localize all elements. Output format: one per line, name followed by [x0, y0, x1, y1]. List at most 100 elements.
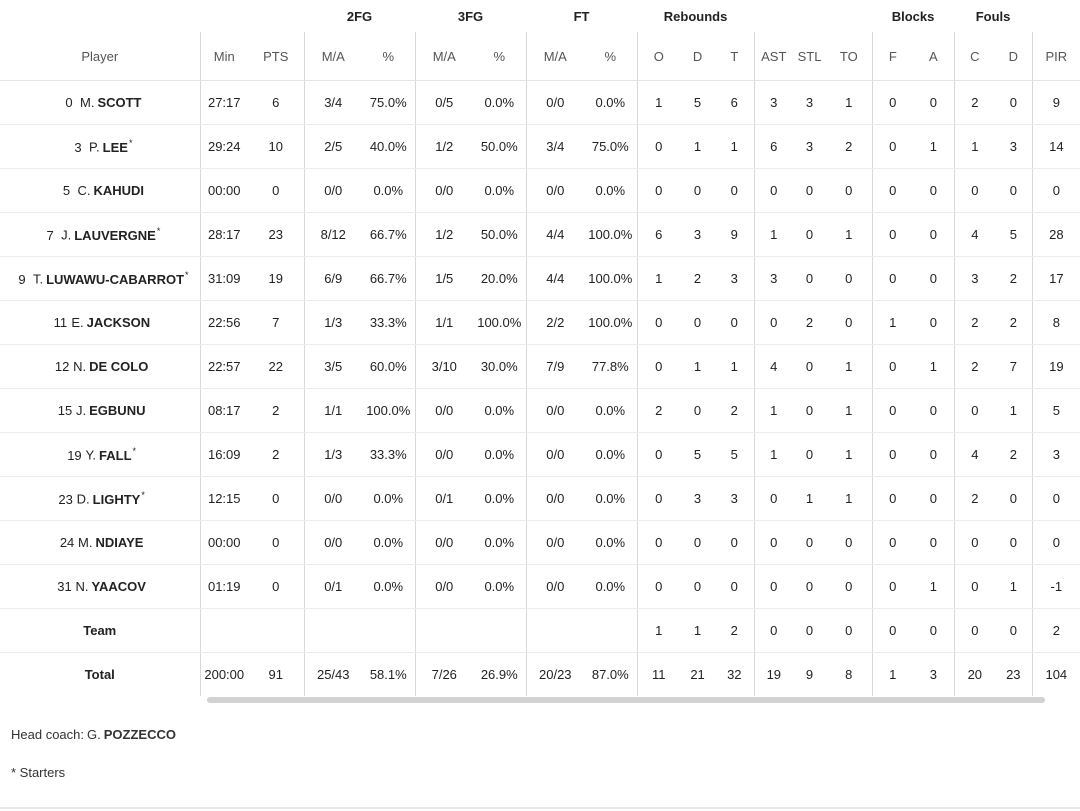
stat-cell — [414, 608, 474, 653]
player-row[interactable]: 24 M. NDIAYE 00:00 0 0/0 0.0% 0/0 0.0% 0/0 0.0% 0 0 0… — [0, 520, 1080, 565]
player-name-link[interactable]: LUWAWU-CABARROT — [46, 271, 185, 287]
column-header: F — [871, 32, 914, 81]
stat-cell: 19 — [753, 652, 794, 696]
player-name-link[interactable]: DE COLO — [89, 359, 149, 374]
stat-cell: 3 — [715, 256, 755, 301]
stat-cell: 0 — [871, 80, 914, 125]
head-coach-initial: G. — [87, 727, 101, 742]
player-cell[interactable]: 24 M. NDIAYE — [0, 520, 200, 565]
column-header-row: Player Min PTS M/A% M/A% M/A% O D T AST STL TO F A C D P… — [0, 32, 1080, 81]
stat-cell: 0 — [913, 388, 955, 433]
stat-cell: 0 — [913, 476, 955, 521]
player-row[interactable]: 15 J. EGBUNU 08:17 2 1/1 100.0% 0/0 0.0% 0/0 0.0% 2… — [0, 388, 1080, 433]
stat-cell: 0.0% — [584, 80, 638, 125]
player-cell[interactable]: 3 P. LEE* — [0, 124, 200, 169]
player-name-link[interactable]: LIGHTY — [92, 491, 141, 507]
player-cell[interactable]: 12 N. DE COLO — [0, 344, 200, 389]
player-row[interactable]: 9 T. LUWAWU-CABARROT* 31:09 19 6/9 66.7% 1/5 20.… — [0, 256, 1080, 301]
stat-cell: 0 — [636, 564, 681, 609]
stat-cell: 7 — [248, 300, 304, 345]
stat-cell: 32 — [727, 667, 742, 682]
box-score-table: 2FG 3FG FT Rebounds Blocks Fouls Player M… — [0, 8, 1080, 696]
box-score-table-container[interactable]: 2FG 3FG FT Rebounds Blocks Fouls Player M… — [0, 0, 1080, 696]
player-row[interactable]: 7 J. LAUVERGNE* 28:17 23 8/12 66.7% 1/2 50.0% 4/4… — [0, 212, 1080, 257]
player-name-link[interactable]: LEE — [102, 139, 128, 155]
stat-cell: 0/0 — [303, 476, 362, 521]
player-number: 0 — [65, 95, 73, 110]
player-initial: M. — [78, 535, 93, 550]
stat-cell: 0 — [871, 432, 914, 477]
player-cell[interactable]: 0 M. SCOTT — [0, 80, 200, 125]
stat-cell: 0 — [1031, 520, 1080, 565]
stat-cell: 6 — [248, 80, 304, 125]
stat-cell: 0 — [793, 520, 827, 565]
group-header-2fg: 2FG — [346, 8, 373, 24]
stat-cell: 0/0 — [525, 432, 585, 477]
stat-cell: 0 — [636, 124, 681, 169]
player-name-link[interactable]: YAACOV — [91, 579, 146, 594]
stat-cell: 0 — [636, 432, 681, 477]
stat-cell: 91 — [268, 667, 283, 682]
stat-cell — [473, 608, 527, 653]
player-cell[interactable]: 7 J. LAUVERGNE* — [0, 212, 200, 257]
stat-cell: 8 — [1031, 300, 1080, 345]
stat-cell: 1 — [995, 564, 1033, 609]
player-name-link[interactable]: FALL — [99, 447, 132, 463]
player-cell[interactable]: 5 C. KAHUDI — [0, 168, 200, 213]
player-cell[interactable]: 23 D. LIGHTY* — [0, 476, 200, 521]
player-cell[interactable]: 31 N. YAACOV — [0, 564, 200, 609]
group-header-rebounds: Rebounds — [663, 8, 728, 24]
stat-cell: 6/9 — [303, 256, 362, 301]
stat-cell: 2 — [953, 344, 996, 389]
player-name-link[interactable]: NDIAYE — [95, 535, 144, 550]
player-name-link[interactable]: KAHUDI — [93, 183, 145, 198]
stat-cell: 1 — [793, 476, 827, 521]
player-name-link[interactable]: LAUVERGNE — [74, 227, 156, 243]
player-name-link[interactable]: EGBUNU — [89, 403, 146, 418]
stat-cell: 2 — [793, 300, 827, 345]
stat-cell: 0.0% — [584, 564, 638, 609]
player-row[interactable]: 31 N. YAACOV 01:19 0 0/1 0.0% 0/0 0.0% 0/0 0.0% 0 0 0… — [0, 564, 1080, 609]
stat-cell: 17 — [1031, 256, 1080, 301]
stat-cell — [248, 608, 304, 653]
stat-cell: 1/1 — [303, 388, 362, 433]
player-name-link[interactable]: SCOTT — [97, 95, 142, 110]
horizontal-scrollbar[interactable] — [207, 697, 1045, 703]
stat-cell: 0 — [913, 608, 955, 653]
stat-cell: 0.0% — [584, 388, 638, 433]
stat-cell: 22:56 — [199, 300, 248, 345]
player-initial: J. — [61, 227, 72, 243]
player-row[interactable]: 19 Y. FALL* 16:09 2 1/3 33.3% 0/0 0.0% 0/0 0.0% 0 5 5… — [0, 432, 1080, 477]
stat-cell: 1 — [636, 80, 681, 125]
player-row[interactable]: 23 D. LIGHTY* 12:15 0 0/0 0.0% 0/1 0.0% 0/0 0.0% 0 3… — [0, 476, 1080, 521]
player-cell[interactable]: 19 Y. FALL* — [0, 432, 200, 477]
player-row[interactable]: 11 E. JACKSON 22:56 7 1/3 33.3% 1/1 100.0% 2/2 100… — [0, 300, 1080, 345]
player-row[interactable]: 5 C. KAHUDI 00:00 0 0/0 0.0% 0/0 0.0% 0/0 0.0% 0 0 0 0… — [0, 168, 1080, 213]
player-name-link[interactable]: JACKSON — [86, 315, 151, 330]
stat-cell: 19 — [1031, 344, 1080, 389]
stat-cell: 60.0% — [362, 344, 416, 389]
stat-cell: 0/0 — [414, 564, 474, 609]
column-header: D — [995, 32, 1033, 81]
player-number: 15 — [57, 403, 73, 418]
stat-cell: 9 — [805, 667, 814, 682]
stat-cell: 0 — [753, 300, 794, 345]
player-cell[interactable]: 9 T. LUWAWU-CABARROT* — [0, 256, 200, 301]
stat-cell: 0.0% — [584, 520, 638, 565]
player-initial: C. — [77, 183, 91, 198]
player-row[interactable]: 12 N. DE COLO 22:57 22 3/5 60.0% 3/10 30.0% 7/9 77… — [0, 344, 1080, 389]
stat-cell: 0 — [913, 300, 955, 345]
player-row[interactable]: 3 P. LEE* 29:24 10 2/5 40.0% 1/2 50.0% 3/4 75.0% 0 1… — [0, 124, 1080, 169]
player-number: 23 — [58, 491, 73, 507]
group-header-blocks: Blocks — [891, 8, 935, 24]
player-cell[interactable]: 11 E. JACKSON — [0, 300, 200, 345]
stat-cell: 08:17 — [199, 388, 248, 433]
stat-cell: 1 — [871, 652, 914, 696]
stat-cell: 2 — [953, 80, 996, 125]
player-row[interactable]: 0 M. SCOTT 27:17 6 3/4 75.0% 0/5 0.0% 0/0 0.0% 1 5 6 3… — [0, 80, 1080, 125]
stat-cell: 0.0% — [584, 476, 638, 521]
stat-cell: 77.8% — [584, 344, 638, 389]
stat-cell: 66.7% — [362, 212, 416, 257]
player-cell[interactable]: 15 J. EGBUNU — [0, 388, 200, 433]
stat-cell: 23 — [248, 212, 304, 257]
